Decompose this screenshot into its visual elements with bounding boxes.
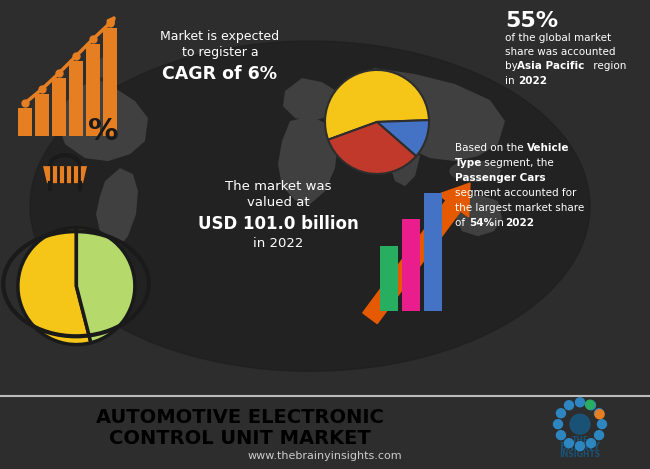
Polygon shape [43,166,87,183]
Ellipse shape [450,161,500,181]
Text: 55%: 55% [505,11,558,31]
Wedge shape [77,227,135,343]
Polygon shape [390,144,420,186]
Circle shape [575,442,584,451]
Circle shape [564,439,573,447]
Text: AUTOMOTIVE ELECTRONIC: AUTOMOTIVE ELECTRONIC [96,408,384,427]
Bar [424,193,442,311]
Text: USD 101.0 billion: USD 101.0 billion [198,215,358,233]
Text: INSIGHTS: INSIGHTS [560,450,601,459]
Text: Based on the: Based on the [455,143,527,153]
Text: Asia Pacific: Asia Pacific [517,61,584,71]
Wedge shape [325,70,429,140]
Text: www.thebrainyinsights.com: www.thebrainyinsights.com [248,451,402,461]
Wedge shape [377,120,429,156]
Text: Type: Type [455,158,482,168]
Circle shape [595,409,604,418]
Text: 54%: 54% [469,218,494,228]
Text: The market was: The market was [225,180,332,193]
Bar [380,246,398,311]
Polygon shape [283,78,342,121]
Bar [86,44,100,136]
Circle shape [556,431,566,439]
Text: share was accounted: share was accounted [505,47,616,57]
Circle shape [554,420,562,429]
Bar [52,78,66,136]
Circle shape [595,410,604,419]
Bar [69,61,83,136]
Text: BRAINY: BRAINY [560,442,601,452]
Text: segment, the: segment, the [481,158,554,168]
Circle shape [570,414,590,434]
Text: CAGR of 6%: CAGR of 6% [162,65,278,83]
Text: segment accounted for: segment accounted for [455,188,577,198]
Bar [402,219,420,311]
Text: THE: THE [571,436,588,445]
Polygon shape [96,168,138,248]
Circle shape [586,401,595,410]
Bar [103,28,117,136]
Text: in: in [491,218,507,228]
Bar [35,94,49,136]
Text: in 2022: in 2022 [253,237,303,250]
Text: region: region [590,61,627,71]
Polygon shape [278,116,338,204]
Text: 2022: 2022 [505,218,534,228]
Text: the largest market share: the largest market share [455,203,584,213]
FancyArrow shape [363,183,470,324]
Text: Market is expected: Market is expected [161,30,280,43]
Text: of the global market: of the global market [505,33,611,43]
Circle shape [564,401,573,410]
Text: CONTROL UNIT MARKET: CONTROL UNIT MARKET [109,429,371,447]
Ellipse shape [30,41,590,371]
Text: to register a: to register a [182,45,258,59]
Polygon shape [55,78,148,161]
Text: by: by [505,61,521,71]
Bar [18,108,32,136]
Text: Passenger Cars: Passenger Cars [455,173,545,183]
Text: Vehicle: Vehicle [527,143,569,153]
Circle shape [597,420,606,429]
Text: of: of [455,218,469,228]
Wedge shape [18,227,91,345]
Polygon shape [90,56,115,78]
Polygon shape [342,68,505,161]
Text: in: in [505,76,518,86]
Circle shape [586,439,595,447]
Circle shape [595,431,604,439]
Text: valued at: valued at [247,196,309,209]
Circle shape [586,400,595,409]
Wedge shape [328,122,416,174]
Circle shape [575,398,584,407]
Text: %: % [88,117,118,145]
Circle shape [556,409,566,418]
Text: 2022: 2022 [518,76,547,86]
Polygon shape [456,194,502,236]
